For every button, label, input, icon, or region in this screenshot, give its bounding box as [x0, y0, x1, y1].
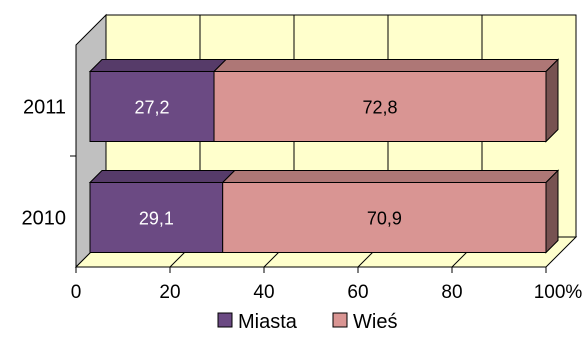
x-tick-label: 20: [159, 282, 180, 303]
data-label: 72,8: [362, 98, 397, 118]
x-tick-label: 60: [347, 282, 368, 303]
x-tick-label: 0: [71, 282, 82, 303]
legend-swatch: [332, 312, 348, 328]
data-label: 27,2: [134, 98, 169, 118]
x-tick-label: 80: [441, 282, 462, 303]
legend-label: Wieś: [353, 311, 397, 333]
data-label: 29,1: [139, 209, 174, 229]
y-category-label: 2010: [22, 208, 67, 230]
y-category-label: 2011: [23, 97, 66, 119]
axes: 0 20 40 60 80 100% 2010 2011: [22, 45, 583, 303]
legend-swatch: [217, 312, 233, 328]
bar-segment-top: [212, 59, 560, 72]
bar-segment-top: [88, 170, 236, 183]
bar-segment: [213, 71, 547, 142]
legend: Miasta Wieś: [217, 311, 397, 333]
bar-segment-top: [221, 170, 560, 183]
x-tick-label: 40: [253, 282, 274, 303]
bar-segment: [89, 182, 224, 253]
legend-label: Miasta: [238, 311, 298, 333]
data-label: 70,9: [367, 209, 402, 229]
bar-segment-top: [88, 59, 228, 72]
bar-segment-side: [545, 58, 559, 143]
bar-segment-side: [545, 169, 559, 254]
data-labels: 29,1 70,9 27,2 72,8: [134, 98, 401, 229]
bars: [88, 58, 560, 254]
x-tick-label: 100%: [534, 282, 583, 303]
bar-segment: [222, 182, 547, 253]
